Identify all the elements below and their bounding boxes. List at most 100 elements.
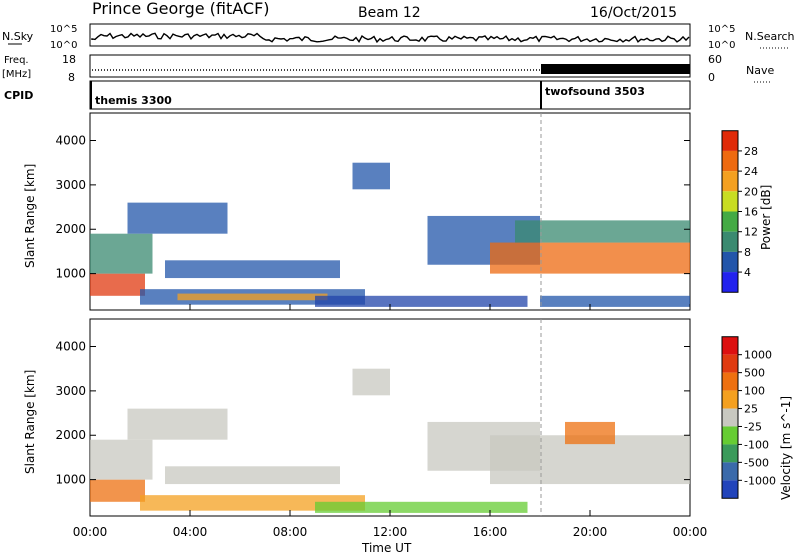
cpid-mode-2: twofsound 3503 xyxy=(545,85,645,98)
echo-band xyxy=(352,162,390,190)
echo-band xyxy=(90,233,153,274)
date-label: 16/Oct/2015 xyxy=(590,5,677,21)
cpid-panel: CPID themis 3300 twofsound 3503 xyxy=(4,80,691,110)
colorbar-tick-label: -1000 xyxy=(744,474,776,487)
y-tick-label: 4000 xyxy=(55,340,86,354)
colorbar-tick-label: 16 xyxy=(744,206,758,219)
x-tick-label: 08:00 xyxy=(273,525,308,539)
echo-band xyxy=(515,220,690,243)
nsearch-tick-top: 10^5 xyxy=(708,24,735,35)
colorbar-tick-label: 500 xyxy=(744,367,765,380)
x-tick-label: 00:00 xyxy=(73,525,108,539)
echo-band xyxy=(90,479,145,502)
echo-band xyxy=(352,368,390,396)
colorbar-tick-label: 28 xyxy=(744,145,758,158)
nave-tick-top: 60 xyxy=(708,53,722,66)
echo-band xyxy=(165,466,340,485)
colorbar-frame xyxy=(721,336,739,499)
x-tick-label: 12:00 xyxy=(373,525,408,539)
x-tick-label: 00:00 xyxy=(673,525,708,539)
colorbar-swatch xyxy=(722,336,738,355)
colorbar-swatch xyxy=(722,150,738,172)
colorbar-tick-label: 12 xyxy=(744,226,758,239)
echo-band xyxy=(315,295,528,307)
nave-label: Nave xyxy=(746,64,774,77)
velocity-echoes xyxy=(90,368,690,513)
freq-unit-label: [MHz] xyxy=(2,69,31,80)
colorbar-swatch xyxy=(722,462,738,481)
colorbar-tick-label: 20 xyxy=(744,185,758,198)
x-axis-title: Time UT xyxy=(361,541,412,554)
echo-band xyxy=(90,273,145,296)
nsky-panel: N.Sky 10^5 10^0 N.Search 10^5 10^0 xyxy=(2,23,795,51)
x-tick-label: 20:00 xyxy=(573,525,608,539)
power-ylabel: Slant Range [km] xyxy=(23,164,37,268)
echo-band xyxy=(490,242,690,274)
x-tick-label: 16:00 xyxy=(473,525,508,539)
colorbar-swatch xyxy=(722,426,738,445)
nsearch-tick-bottom: 10^0 xyxy=(708,40,735,51)
velocity-y-axis: 1000 2000 3000 4000 xyxy=(55,340,690,487)
nave-block xyxy=(541,64,690,74)
x-tick-label: 04:00 xyxy=(173,525,208,539)
nave-tick-bottom: 0 xyxy=(708,71,715,84)
y-tick-label: 4000 xyxy=(55,134,86,148)
nsky-tick-bottom: 10^0 xyxy=(50,40,77,51)
cpid-mode-1: themis 3300 xyxy=(95,94,172,107)
colorbar-swatch xyxy=(722,231,738,252)
colorbar-swatch xyxy=(722,480,738,499)
velocity-panel: 1000 2000 3000 4000 Slant Range [km] 1000 50… xyxy=(23,318,793,517)
colorbar-swatch xyxy=(722,408,738,427)
colorbar-swatch xyxy=(722,272,738,293)
colorbar-tick-label: -25 xyxy=(744,420,762,433)
y-tick-label: 2000 xyxy=(55,428,86,442)
freq-tick-top: 18 xyxy=(62,53,76,66)
colorbar-tick-label: 25 xyxy=(744,403,758,416)
echo-band xyxy=(165,260,340,279)
y-tick-label: 1000 xyxy=(55,473,86,487)
colorbar-swatch xyxy=(722,372,738,391)
colorbar-swatch xyxy=(722,251,738,273)
echo-band xyxy=(540,295,690,307)
y-tick-label: 3000 xyxy=(55,178,86,192)
colorbar-swatch xyxy=(722,444,738,463)
echo-band xyxy=(140,495,365,511)
nsky-frame xyxy=(89,23,691,47)
time-x-axis: 00:00 04:00 08:00 12:00 16:00 20:00 00:00 xyxy=(73,304,708,539)
colorbar-tick-label: 1000 xyxy=(744,349,772,362)
power-colorbar: 4 8 12 16 20 24 28 xyxy=(721,130,758,293)
colorbar-tick-label: 4 xyxy=(744,266,751,279)
colorbar-tick-label: 100 xyxy=(744,385,765,398)
power-panel: 1000 2000 3000 4000 Slant Range [km] 4 8 12 16… xyxy=(23,112,773,311)
power-y-axis: 1000 2000 3000 4000 xyxy=(55,134,690,281)
freq-label: Freq. xyxy=(4,55,29,66)
nsky-tick-top: 10^5 xyxy=(50,24,77,35)
colorbar-tick-label: -500 xyxy=(744,456,769,469)
power-cbar-label: Power [dB] xyxy=(759,185,773,250)
y-tick-label: 3000 xyxy=(55,384,86,398)
echo-band xyxy=(177,293,328,301)
station-title: Prince George (fitACF) xyxy=(92,0,270,18)
colorbar-swatch xyxy=(722,354,738,373)
colorbar-tick-label: 8 xyxy=(744,246,751,259)
echo-band xyxy=(90,439,153,480)
velocity-ylabel: Slant Range [km] xyxy=(23,370,37,474)
echo-band xyxy=(127,408,228,440)
velocity-colorbar: 1000 500 100 25 -25 -100 -500 -1000 xyxy=(721,336,776,499)
nsky-label: N.Sky xyxy=(2,30,34,43)
echo-band xyxy=(315,501,528,513)
nsearch-label: N.Search xyxy=(745,30,795,43)
colorbar-swatch xyxy=(722,390,738,409)
power-echoes xyxy=(90,162,690,307)
y-tick-label: 2000 xyxy=(55,222,86,236)
colorbar-swatch xyxy=(722,171,738,192)
colorbar-swatch xyxy=(722,211,738,232)
colorbar-tick-label: 24 xyxy=(744,165,758,178)
freq-panel: Freq. [MHz] 18 8 Nave 60 0 xyxy=(2,53,774,84)
velocity-cbar-label: Velocity [m s^-1] xyxy=(779,396,793,500)
cpid-label: CPID xyxy=(4,89,33,102)
colorbar-swatch xyxy=(722,191,738,212)
echo-band xyxy=(127,202,228,234)
colorbar-tick-label: -100 xyxy=(744,438,769,451)
